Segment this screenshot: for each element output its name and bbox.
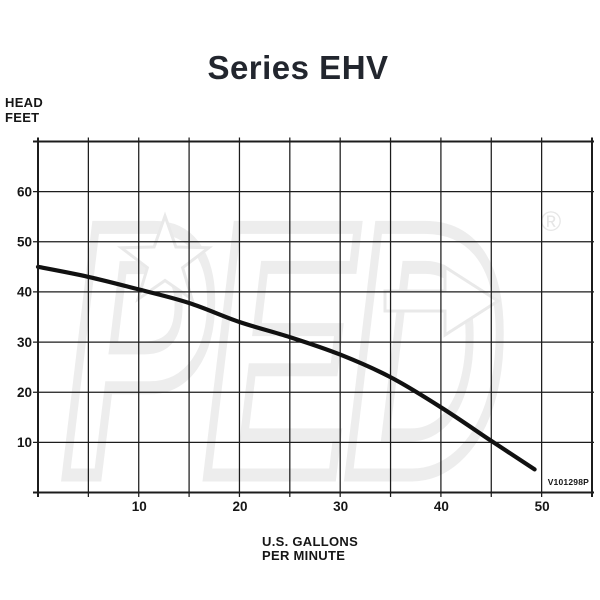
svg-text:40: 40 bbox=[17, 285, 32, 300]
page-title: Series EHV bbox=[207, 49, 389, 86]
x-axis-title-line1: U.S. GALLONS bbox=[262, 534, 359, 549]
svg-text:30: 30 bbox=[333, 499, 348, 514]
svg-text:50: 50 bbox=[535, 499, 550, 514]
registered-trademark-icon: ® bbox=[541, 206, 562, 237]
svg-text:60: 60 bbox=[17, 184, 32, 199]
svg-text:50: 50 bbox=[17, 235, 32, 250]
watermark: PED ® bbox=[57, 145, 562, 557]
star-icon bbox=[116, 211, 214, 303]
svg-text:10: 10 bbox=[17, 435, 32, 450]
plot-border bbox=[37, 140, 593, 494]
x-axis-title-line2: PER MINUTE bbox=[262, 548, 346, 563]
y-axis-title-line1: HEAD bbox=[5, 95, 44, 110]
svg-text:10: 10 bbox=[132, 499, 147, 514]
x-axis-title: U.S. GALLONS PER MINUTE bbox=[262, 535, 358, 563]
part-number: V101298P bbox=[547, 477, 589, 487]
pump-curve bbox=[35, 264, 537, 472]
svg-text:40: 40 bbox=[434, 499, 449, 514]
svg-text:20: 20 bbox=[232, 499, 247, 514]
svg-text:30: 30 bbox=[17, 335, 32, 350]
axis-tick-labels: 10 20 30 40 50 60 10 20 30 40 50 bbox=[17, 184, 550, 514]
y-axis-title-line2: FEET bbox=[5, 109, 40, 125]
y-axis-title: HEAD FEET bbox=[5, 95, 44, 125]
watermark-text: PED bbox=[62, 150, 502, 551]
svg-text:20: 20 bbox=[17, 385, 32, 400]
